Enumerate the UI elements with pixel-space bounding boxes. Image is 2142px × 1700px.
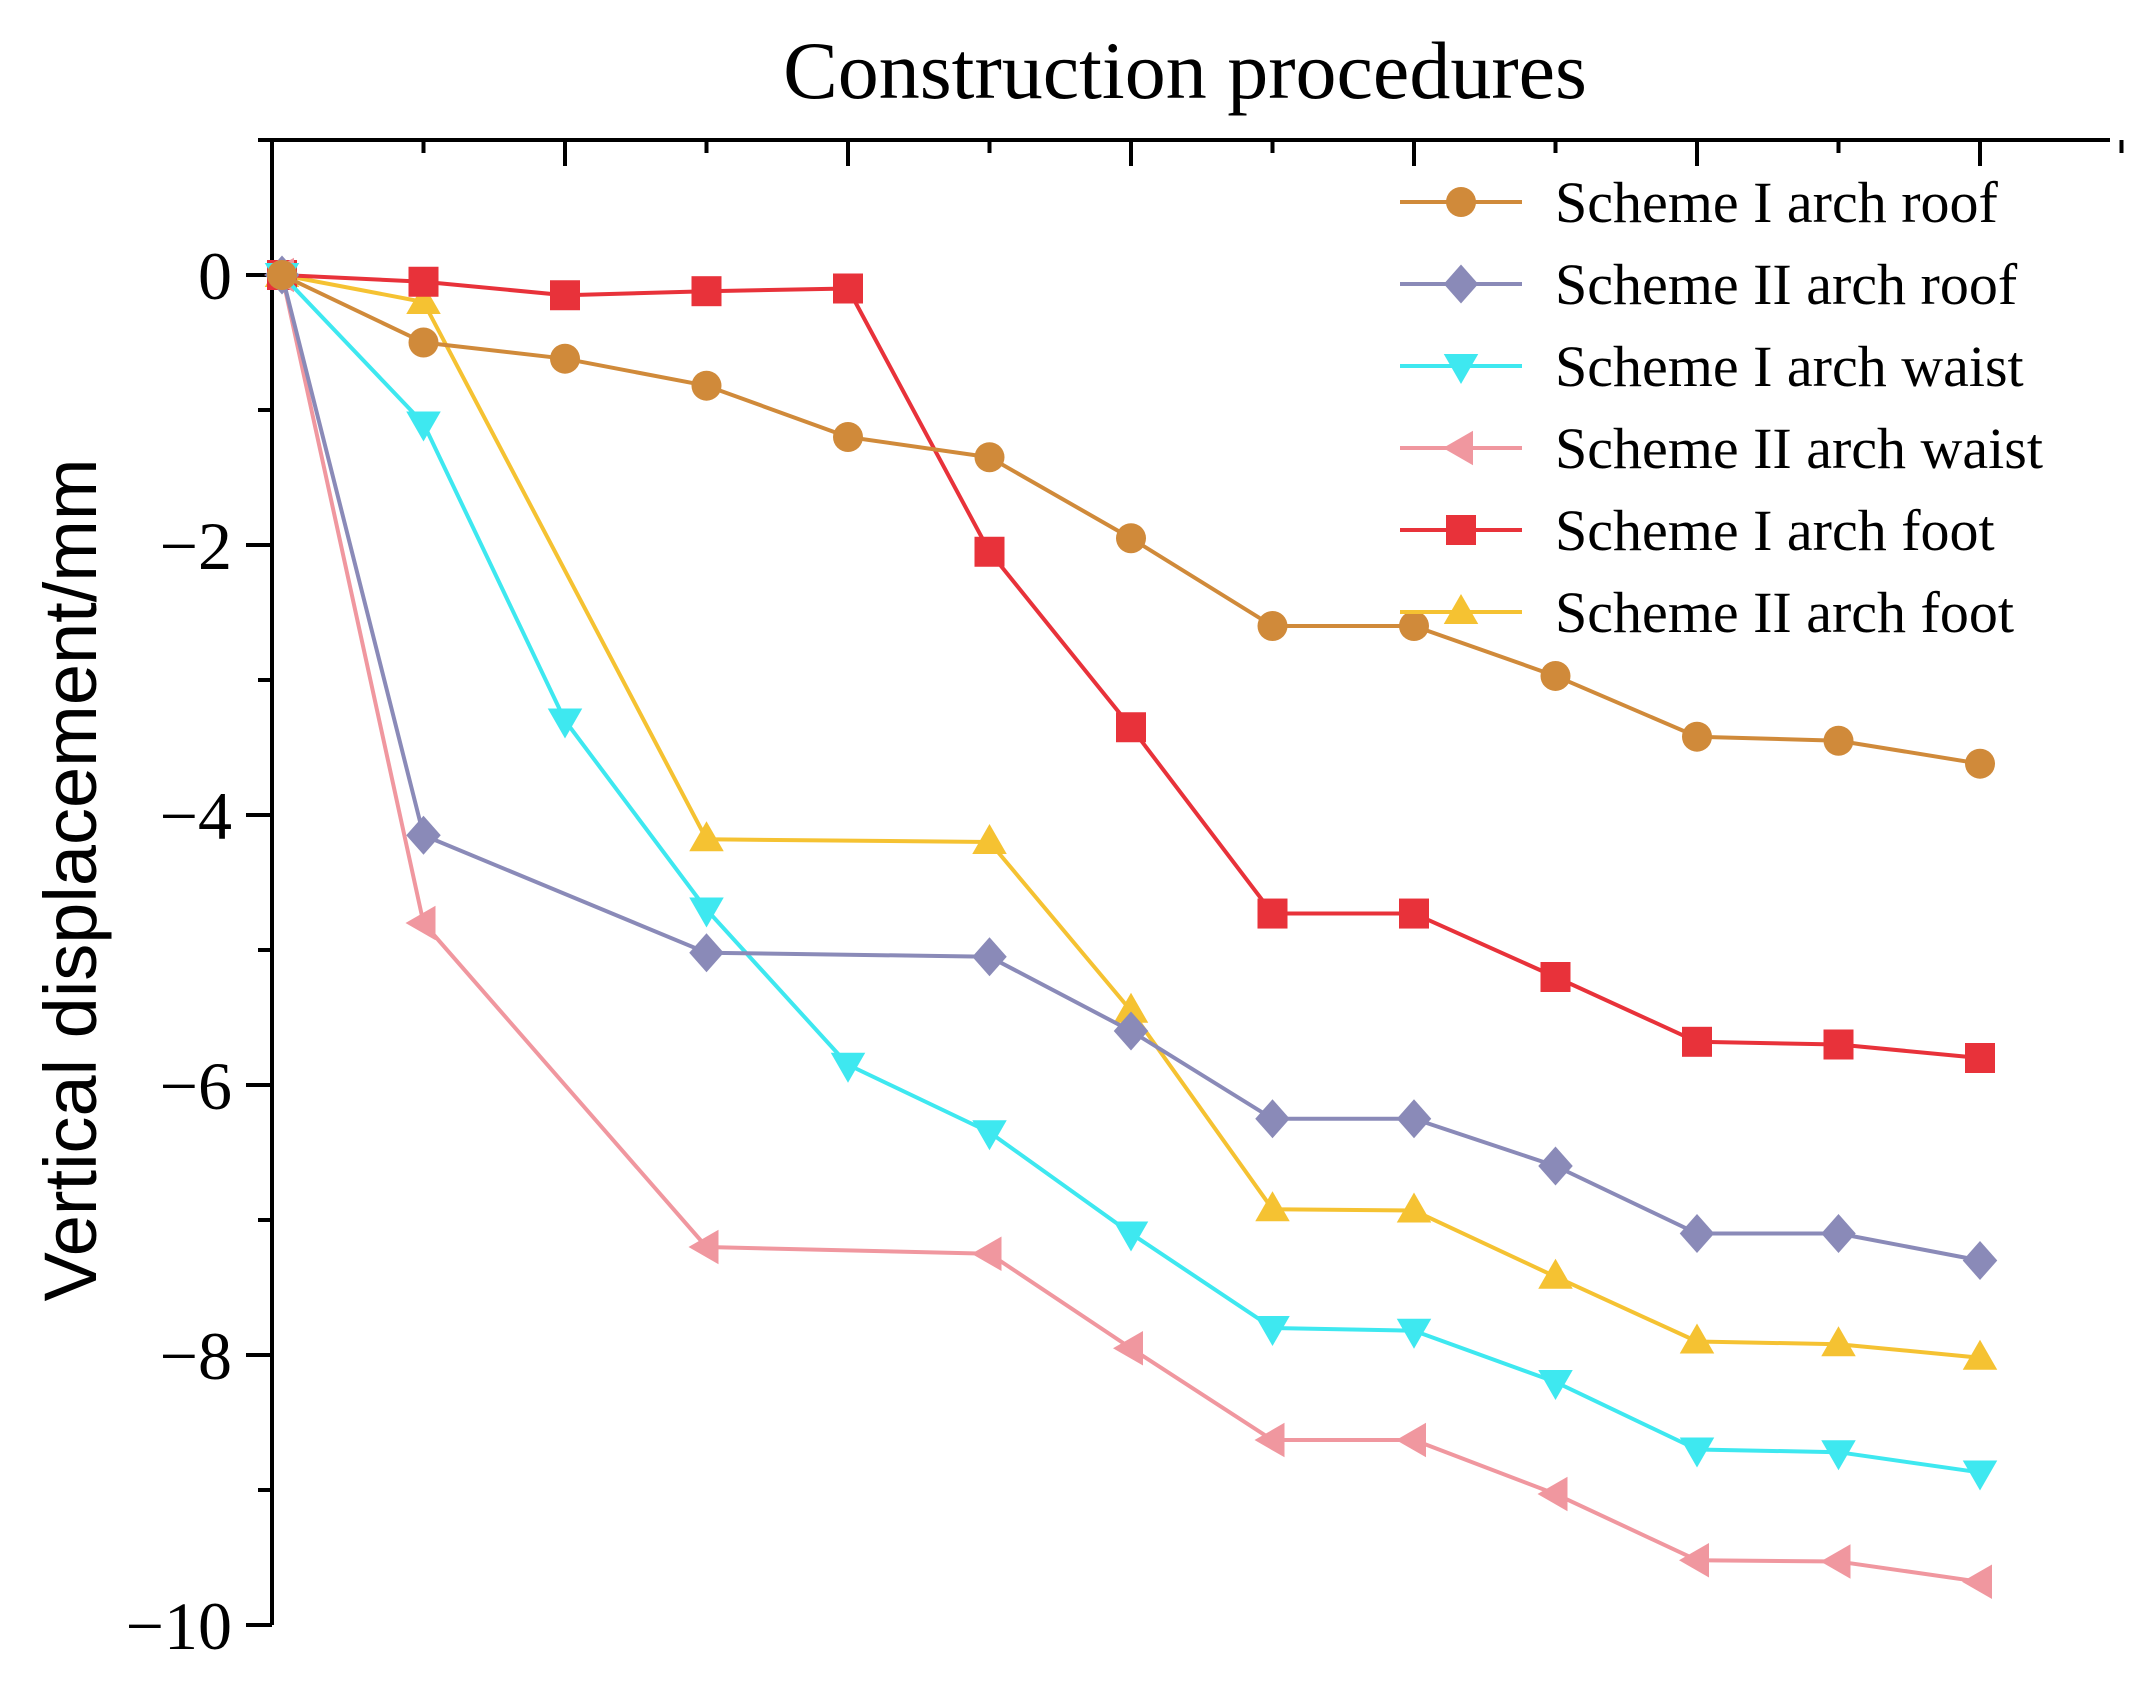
data-point-square bbox=[691, 276, 722, 307]
data-point-circle bbox=[1540, 660, 1571, 691]
data-point-triangle-down bbox=[689, 897, 724, 928]
data-point-triangle-up bbox=[1538, 1258, 1573, 1289]
y-tick-label: −8 bbox=[160, 1318, 232, 1394]
data-point-triangle-down bbox=[1538, 1370, 1573, 1400]
data-point-square bbox=[1257, 898, 1288, 929]
data-point-triangle-up bbox=[689, 821, 724, 852]
data-point-diamond bbox=[1821, 1214, 1856, 1253]
legend-label: Scheme II arch foot bbox=[1555, 580, 2014, 645]
data-point-triangle-left bbox=[1443, 430, 1473, 466]
data-point-triangle-up bbox=[1443, 594, 1479, 624]
data-point-triangle-up bbox=[1679, 1323, 1715, 1354]
data-point-triangle-down bbox=[1396, 1318, 1432, 1349]
data-point-circle bbox=[267, 260, 297, 290]
data-point-triangle-left bbox=[688, 1229, 719, 1265]
data-point-circle bbox=[974, 442, 1005, 473]
data-point-triangle-left bbox=[1113, 1331, 1143, 1366]
axes: 0 −2 −4 −6 −8 −10 bbox=[126, 138, 2124, 1664]
legend-label: Scheme I arch waist bbox=[1555, 334, 2024, 399]
data-point-diamond bbox=[406, 815, 441, 855]
data-point-circle bbox=[550, 343, 580, 374]
legend-label: Scheme I arch roof bbox=[1555, 170, 1999, 235]
data-point-triangle-left bbox=[1820, 1544, 1851, 1579]
data-point-diamond bbox=[689, 933, 724, 973]
data-point-square bbox=[1116, 712, 1146, 743]
legend: Scheme I arch roof Scheme II arch roof Sch… bbox=[1400, 170, 2043, 645]
y-axis-label: Vertical displacement/mm bbox=[29, 458, 112, 1301]
data-point-circle bbox=[1399, 611, 1429, 641]
data-point-triangle-up bbox=[1255, 1191, 1290, 1222]
data-point-triangle-down bbox=[1962, 1460, 1998, 1491]
data-point-square bbox=[1540, 962, 1571, 992]
data-point-triangle-down bbox=[1443, 354, 1479, 384]
y-tick-label: −6 bbox=[160, 1048, 232, 1124]
data-point-circle bbox=[1257, 611, 1288, 641]
data-point-square bbox=[408, 266, 439, 297]
legend-label: Scheme II arch roof bbox=[1555, 252, 2018, 317]
series-layer bbox=[264, 255, 1998, 1600]
data-point-triangle-down bbox=[972, 1120, 1007, 1151]
data-point-circle bbox=[1116, 523, 1146, 554]
data-point-triangle-up bbox=[406, 284, 441, 314]
data-point-circle bbox=[691, 370, 722, 401]
data-point-diamond bbox=[1113, 1011, 1149, 1051]
data-point-diamond bbox=[1962, 1241, 1998, 1280]
data-point-triangle-down bbox=[547, 708, 583, 739]
legend-entry: Scheme II arch roof bbox=[1400, 252, 2018, 317]
legend-label: Scheme II arch waist bbox=[1555, 416, 2043, 481]
data-point-circle bbox=[1446, 187, 1476, 217]
data-point-square bbox=[833, 273, 863, 304]
data-point-triangle-left bbox=[1679, 1542, 1709, 1578]
legend-entry: Scheme I arch waist bbox=[1400, 334, 2024, 399]
y-tick-label: −10 bbox=[126, 1588, 232, 1664]
data-point-circle bbox=[1965, 748, 1995, 779]
data-point-triangle-down bbox=[1821, 1440, 1856, 1471]
data-point-diamond bbox=[972, 937, 1007, 977]
data-point-diamond bbox=[1679, 1214, 1715, 1253]
data-point-square bbox=[1965, 1043, 1995, 1073]
data-point-triangle-up bbox=[1113, 992, 1149, 1023]
data-point-triangle-left bbox=[1396, 1422, 1426, 1458]
y-tick-label: −4 bbox=[160, 778, 232, 854]
data-point-square bbox=[550, 280, 580, 311]
data-point-diamond bbox=[1538, 1146, 1573, 1186]
legend-entry: Scheme II arch foot bbox=[1400, 580, 2014, 645]
y-tick-label: 0 bbox=[198, 238, 232, 314]
data-point-square bbox=[1446, 515, 1476, 545]
data-point-square bbox=[974, 536, 1005, 567]
data-point-triangle-left bbox=[405, 905, 436, 941]
series-scheme-ii-arch-roof bbox=[264, 255, 1998, 1280]
y-tick-label: −2 bbox=[160, 508, 232, 584]
legend-entry: Scheme I arch foot bbox=[1400, 498, 1995, 563]
data-point-triangle-up bbox=[1821, 1326, 1856, 1357]
data-point-triangle-left bbox=[1962, 1564, 1992, 1600]
data-point-triangle-up bbox=[1396, 1192, 1432, 1223]
data-point-circle bbox=[408, 327, 439, 358]
data-point-square bbox=[1682, 1026, 1712, 1057]
data-point-square bbox=[1399, 898, 1429, 929]
data-point-diamond bbox=[1396, 1099, 1432, 1139]
data-point-square bbox=[1823, 1029, 1854, 1060]
data-point-triangle-left bbox=[1537, 1476, 1568, 1512]
data-point-circle bbox=[1682, 721, 1712, 752]
data-point-triangle-down bbox=[1113, 1221, 1149, 1252]
legend-entry: Scheme II arch waist bbox=[1400, 416, 2043, 481]
data-point-triangle-down bbox=[406, 411, 441, 442]
legend-entry: Scheme I arch roof bbox=[1400, 170, 1999, 235]
data-point-triangle-down bbox=[830, 1052, 866, 1083]
data-point-triangle-left bbox=[1254, 1422, 1285, 1458]
data-point-diamond bbox=[1255, 1099, 1290, 1139]
chart-title: Construction procedures bbox=[783, 25, 1587, 116]
legend-label: Scheme I arch foot bbox=[1555, 498, 1995, 563]
data-point-triangle-up bbox=[972, 824, 1007, 854]
data-point-circle bbox=[833, 422, 863, 452]
data-point-triangle-up bbox=[1962, 1339, 1998, 1370]
data-point-triangle-left bbox=[971, 1236, 1002, 1271]
data-point-diamond bbox=[1443, 264, 1479, 304]
data-point-triangle-down bbox=[1255, 1316, 1290, 1346]
data-point-triangle-down bbox=[1679, 1437, 1715, 1468]
series-scheme-i-arch-roof bbox=[267, 260, 1995, 779]
data-point-circle bbox=[1823, 725, 1854, 756]
